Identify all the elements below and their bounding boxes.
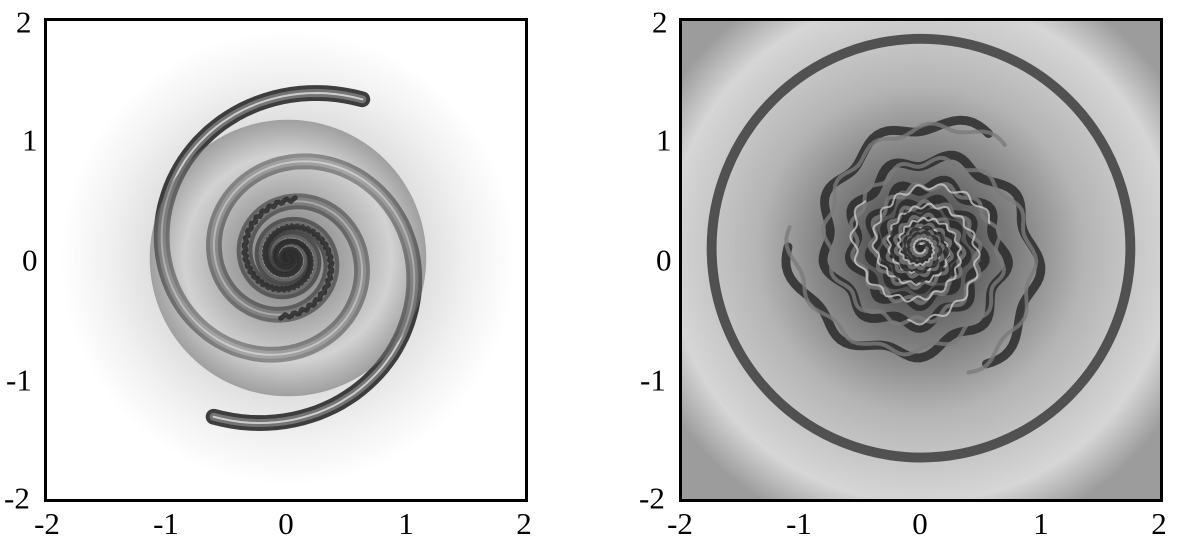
left-plot-frame <box>44 18 528 502</box>
left-y-tick: -1 <box>6 362 32 398</box>
right-x-tick: -2 <box>667 506 693 541</box>
right-y-tick: -2 <box>639 480 665 516</box>
outer-ring <box>706 33 1136 463</box>
right-plot-frame <box>679 18 1163 502</box>
right-y-tick: -1 <box>640 362 666 398</box>
right-y-tick: 1 <box>656 122 672 158</box>
left-x-tick: 0 <box>278 506 294 541</box>
right-x-tick: 1 <box>1033 506 1049 541</box>
right-x-tick: -1 <box>786 506 812 541</box>
left-y-tick: 1 <box>22 122 38 158</box>
turbulent-streak <box>849 200 962 303</box>
right-y-tick: 0 <box>656 242 672 278</box>
inner-spiral-ridge <box>241 195 315 293</box>
left-x-tick: -2 <box>34 506 60 541</box>
inner-spiral-ridge <box>261 223 335 321</box>
left-y-tick: 2 <box>16 4 32 40</box>
left-y-tick: -2 <box>4 480 30 516</box>
turbulent-arm-edge <box>849 155 1039 375</box>
left-x-tick: 1 <box>398 506 414 541</box>
left-x-tick: 2 <box>516 506 532 541</box>
right-x-tick: 2 <box>1151 506 1167 541</box>
left-y-tick: 0 <box>22 242 38 278</box>
right-turbulent-image <box>682 21 1160 499</box>
right-x-tick: 0 <box>912 506 928 541</box>
right-y-tick: 2 <box>652 4 668 40</box>
left-x-tick: -1 <box>153 506 179 541</box>
left-spiral-image <box>60 30 516 486</box>
